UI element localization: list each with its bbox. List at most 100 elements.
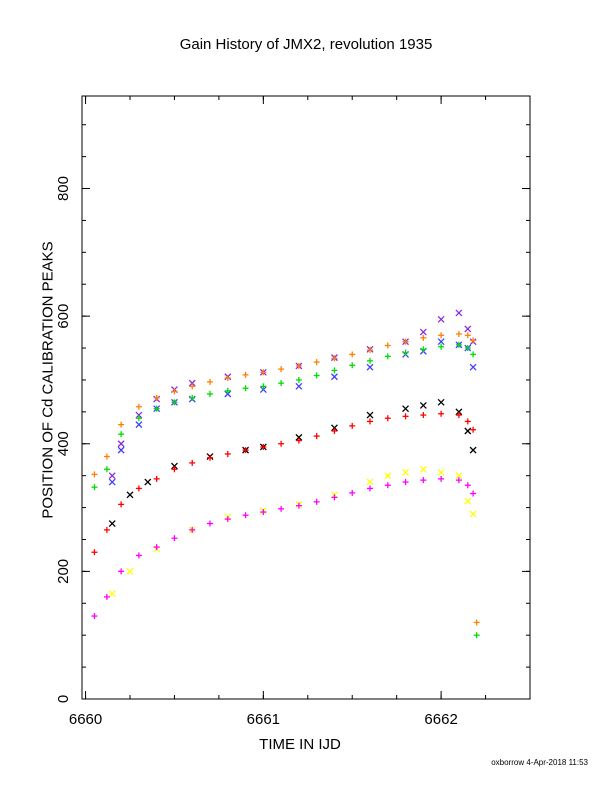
data-point	[438, 332, 445, 339]
data-point	[171, 388, 178, 395]
data-point	[313, 372, 320, 379]
data-point	[126, 491, 134, 499]
data-point	[438, 475, 445, 482]
y-tick-label: 800	[55, 176, 72, 201]
data-point	[366, 363, 374, 371]
data-point	[402, 349, 409, 356]
data-point	[224, 516, 231, 523]
data-point	[402, 413, 409, 420]
y-tick-label: 200	[55, 559, 72, 584]
data-point	[153, 544, 160, 551]
data-point	[108, 478, 116, 486]
data-point	[207, 520, 213, 527]
data-point	[295, 382, 303, 390]
data-point	[103, 593, 110, 600]
data-point	[473, 632, 480, 639]
data-point	[189, 459, 196, 466]
data-point	[464, 332, 471, 339]
data-point	[384, 415, 391, 422]
data-point	[313, 433, 320, 440]
x-tick-label: 6662	[424, 711, 457, 728]
data-point	[384, 342, 391, 349]
data-point	[331, 355, 338, 362]
data-point	[367, 346, 373, 353]
data-point	[455, 341, 462, 348]
data-point	[91, 613, 98, 620]
data-point	[259, 386, 267, 393]
data-point	[384, 482, 391, 489]
data-point	[224, 450, 231, 457]
data-point	[420, 477, 427, 484]
data-point	[469, 363, 477, 371]
data-point	[349, 422, 356, 429]
data-point	[469, 446, 477, 454]
data-point	[295, 437, 302, 444]
y-tick-label: 0	[55, 695, 72, 703]
data-point	[260, 383, 267, 390]
data-point	[420, 334, 427, 341]
data-point	[144, 478, 152, 486]
data-point	[464, 418, 471, 425]
data-point	[118, 501, 125, 508]
data-point	[189, 526, 196, 533]
data-point	[455, 472, 463, 480]
data-point	[438, 343, 445, 350]
axis-ticks: 6660 6661 6662 0 200 400 600 800	[55, 96, 531, 728]
data-point	[349, 489, 356, 496]
data-point	[464, 482, 471, 489]
data-point	[108, 472, 116, 480]
data-point	[189, 383, 196, 390]
data-point	[384, 472, 392, 480]
data-point	[224, 375, 231, 382]
data-point	[455, 331, 462, 338]
data-point	[464, 427, 472, 435]
data-point	[330, 373, 338, 381]
data-point	[153, 475, 160, 482]
data-point	[242, 447, 249, 454]
data-point	[331, 367, 338, 374]
data-point	[313, 359, 320, 366]
data-point	[470, 351, 477, 358]
data-point	[278, 366, 285, 373]
data-point	[135, 403, 142, 410]
data-point	[108, 520, 116, 527]
data-point	[455, 412, 462, 419]
data-point	[171, 466, 178, 473]
x-tick-label: 6661	[247, 711, 280, 728]
data-point	[260, 369, 267, 376]
data-point	[367, 357, 373, 364]
x-tick-label: 6660	[69, 711, 102, 728]
data-point	[188, 379, 196, 387]
data-point	[103, 453, 110, 460]
y-tick-label: 400	[55, 431, 72, 456]
data-point	[419, 465, 427, 473]
data-point	[469, 510, 477, 518]
data-point	[349, 351, 356, 358]
data-point	[91, 549, 98, 556]
data-point	[117, 446, 125, 454]
data-point	[455, 477, 462, 484]
data-point	[103, 466, 110, 473]
data-point	[118, 421, 125, 428]
data-point	[278, 505, 285, 512]
data-point	[135, 415, 142, 422]
data-point	[118, 568, 125, 575]
data-point	[402, 338, 409, 345]
data-point	[437, 338, 445, 346]
data-point	[135, 421, 143, 429]
data-point	[135, 411, 143, 419]
data-point	[260, 509, 267, 516]
data-point	[295, 502, 302, 509]
data-point	[207, 378, 213, 385]
data-point	[402, 479, 409, 486]
data-point	[330, 424, 338, 432]
data-point	[189, 394, 196, 401]
data-point	[464, 345, 471, 352]
data-point	[419, 328, 427, 336]
data-point	[470, 490, 477, 497]
data-point	[207, 390, 213, 397]
data-point	[224, 390, 232, 398]
data-point	[295, 433, 303, 441]
data-point	[420, 412, 427, 419]
